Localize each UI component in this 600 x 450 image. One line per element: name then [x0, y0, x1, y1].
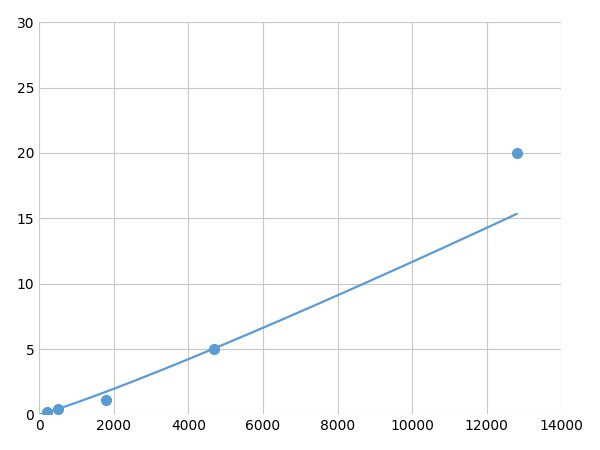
Point — [42, 408, 52, 415]
Point — [53, 405, 62, 413]
Point — [512, 149, 521, 157]
Point — [101, 396, 111, 404]
Point — [209, 346, 219, 353]
